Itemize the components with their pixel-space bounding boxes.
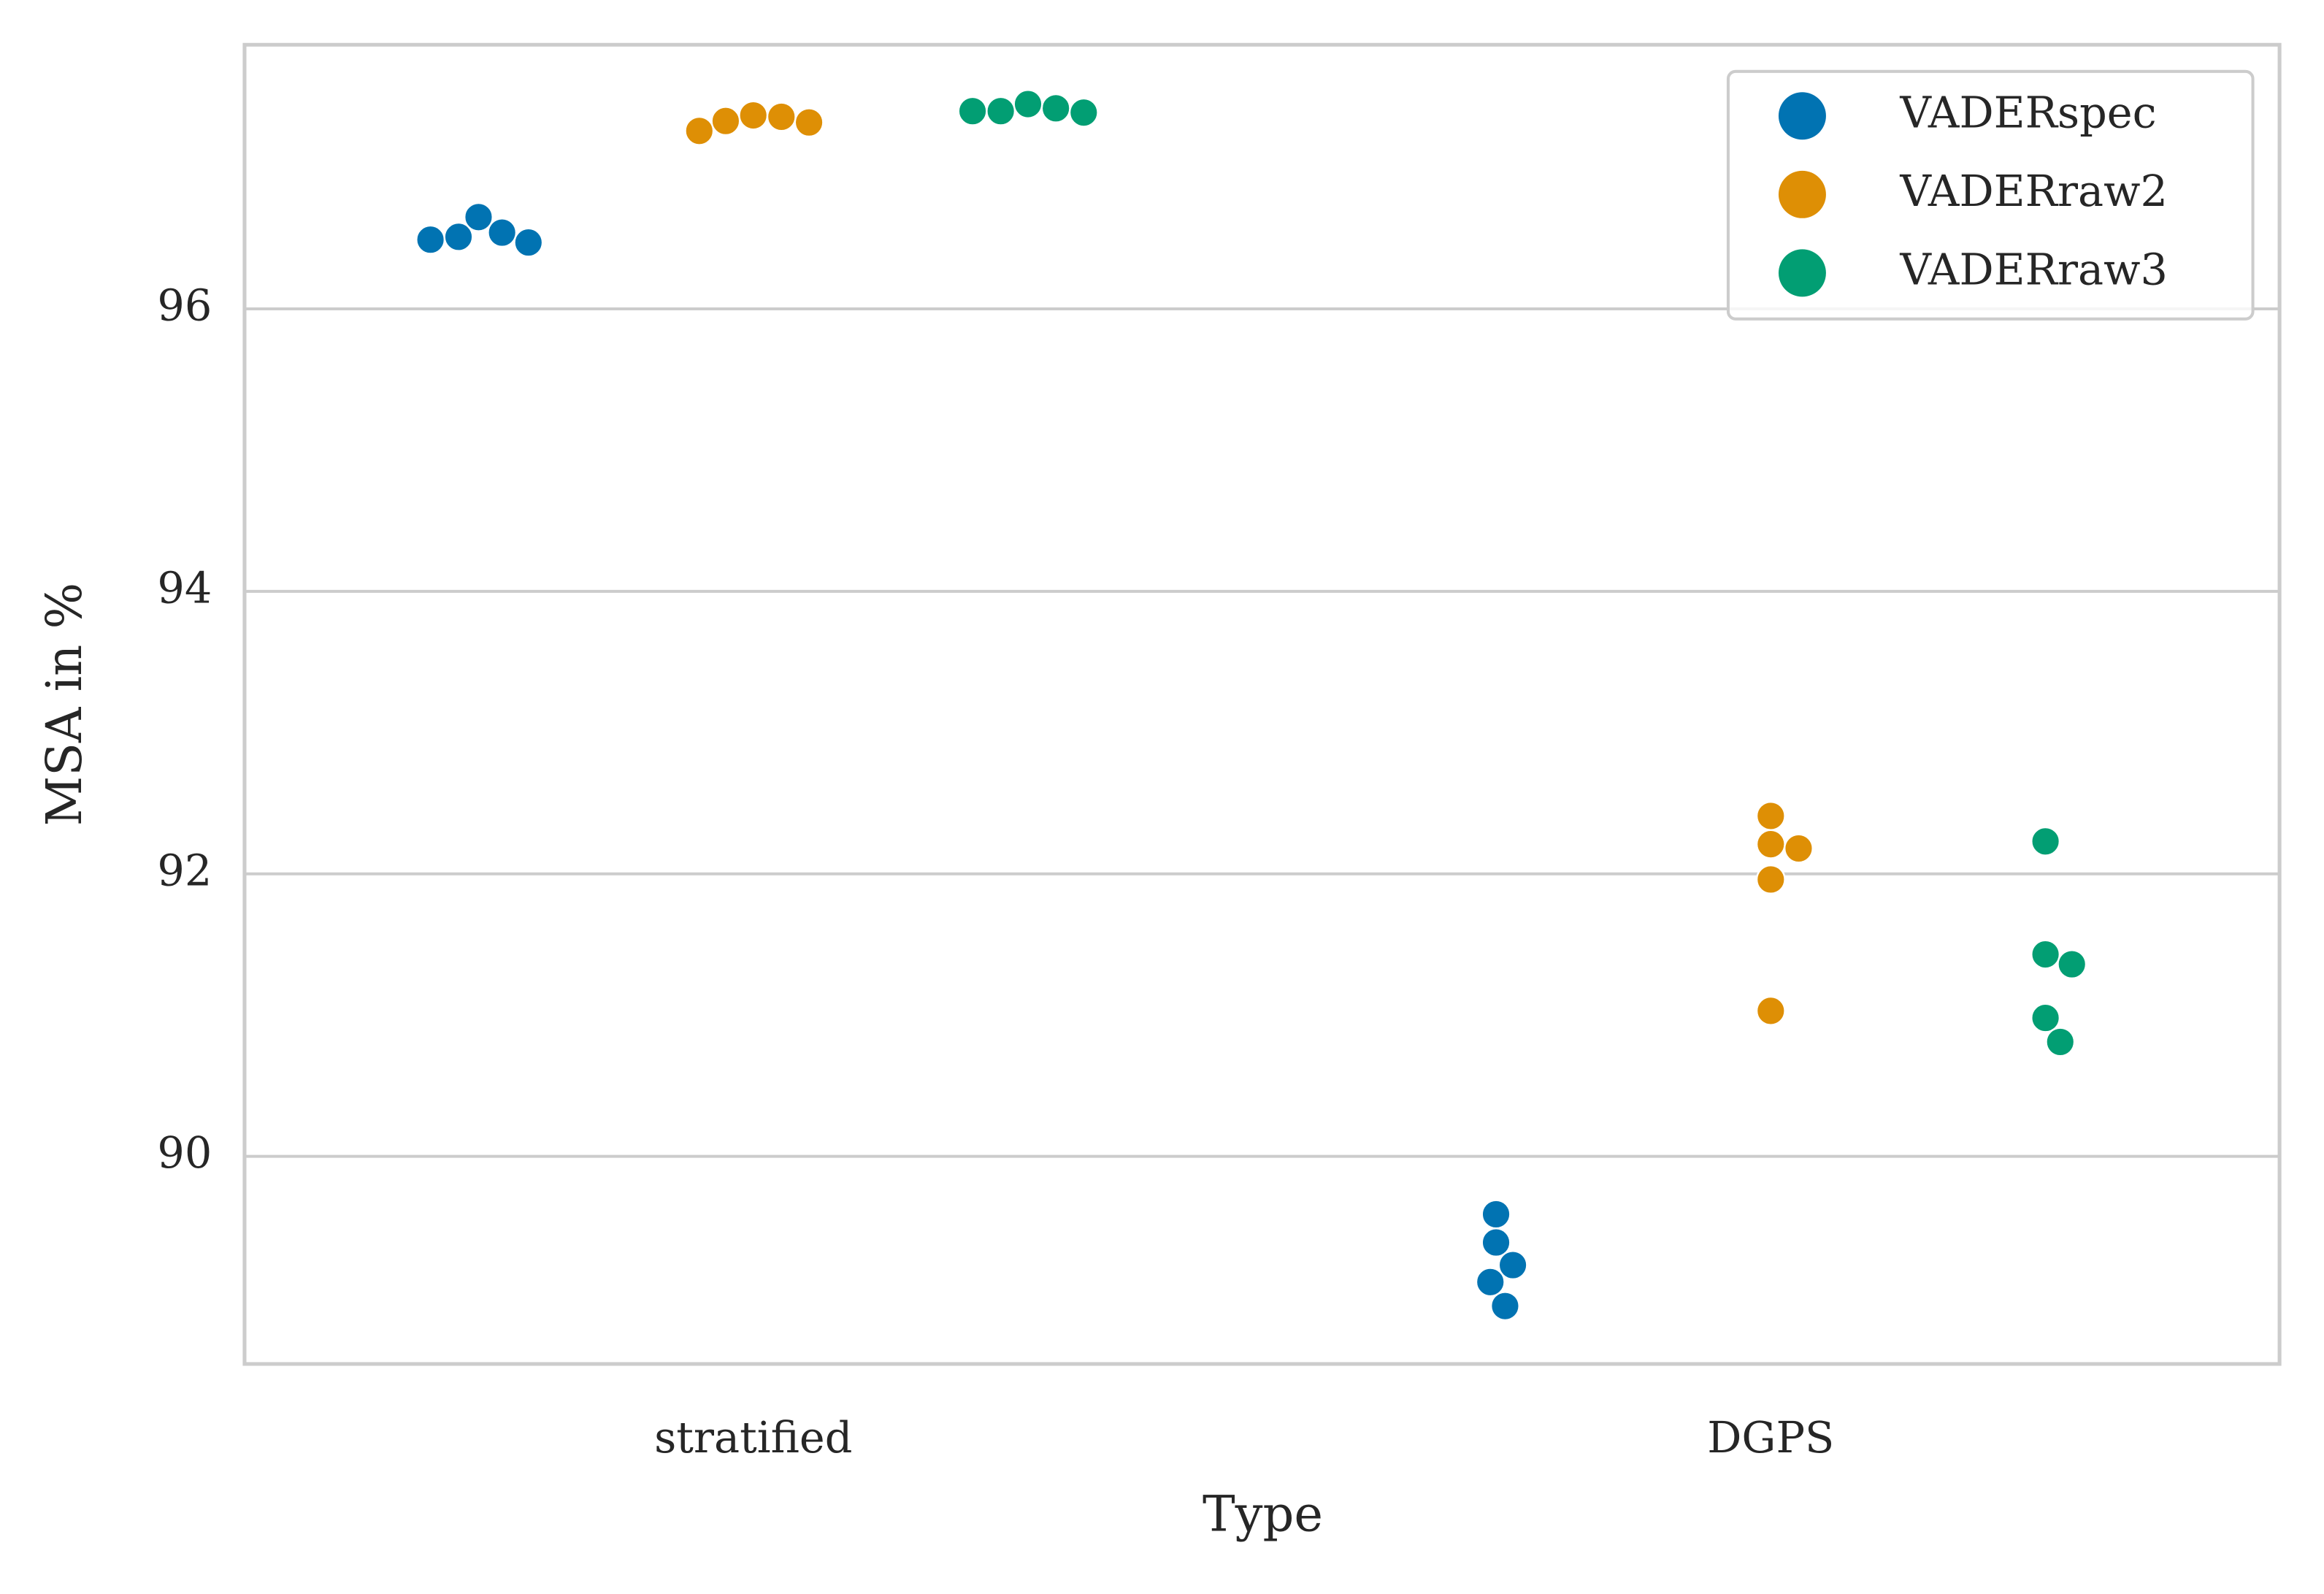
data-point	[1497, 1250, 1528, 1281]
data-point	[2045, 1027, 2076, 1057]
data-point	[1481, 1199, 1511, 1230]
y-tick-label: 90	[157, 1127, 212, 1178]
legend-marker	[1778, 249, 1826, 297]
x-axis-label: Type	[1203, 1486, 1323, 1543]
data-point	[738, 100, 769, 131]
data-point	[2057, 949, 2087, 980]
x-tick-label: DGPS	[1707, 1412, 1834, 1463]
data-point	[1475, 1267, 1506, 1298]
data-point	[487, 218, 518, 248]
plot-frame	[242, 42, 2282, 1366]
data-point	[2030, 1003, 2061, 1033]
data-point	[1040, 93, 1071, 123]
data-point	[957, 96, 988, 126]
data-point	[1489, 1291, 1520, 1322]
legend-label: VADERraw3	[1899, 244, 2168, 294]
legend-marker	[1778, 92, 1826, 140]
data-point	[1755, 995, 1786, 1026]
legend-label: VADERraw2	[1899, 166, 2168, 216]
x-tick-label: stratified	[654, 1412, 852, 1463]
data-point	[2030, 939, 2061, 970]
data-point	[1068, 97, 1099, 128]
y-tick-label: 94	[157, 562, 212, 613]
data-point	[1481, 1227, 1511, 1258]
legend-marker	[1778, 170, 1826, 218]
data-point	[986, 96, 1016, 126]
y-tick-label: 96	[157, 280, 212, 331]
data-point	[1755, 829, 1786, 859]
data-point	[1755, 800, 1786, 831]
data-point	[1013, 89, 1043, 120]
data-point	[2030, 826, 2061, 857]
legend-label: VADERspec	[1899, 87, 2156, 137]
data-point	[463, 202, 494, 232]
data-point	[415, 224, 446, 255]
data-point	[513, 227, 544, 258]
data-point	[1783, 833, 1814, 864]
data-point	[710, 106, 741, 137]
legend-box	[1726, 69, 2255, 321]
data-point	[443, 221, 474, 252]
y-tick-label: 92	[157, 845, 212, 895]
data-point	[684, 115, 715, 146]
y-axis-label: MSA in %	[36, 583, 93, 827]
data-point	[1755, 864, 1786, 894]
data-point	[766, 101, 797, 132]
data-point	[794, 107, 824, 138]
